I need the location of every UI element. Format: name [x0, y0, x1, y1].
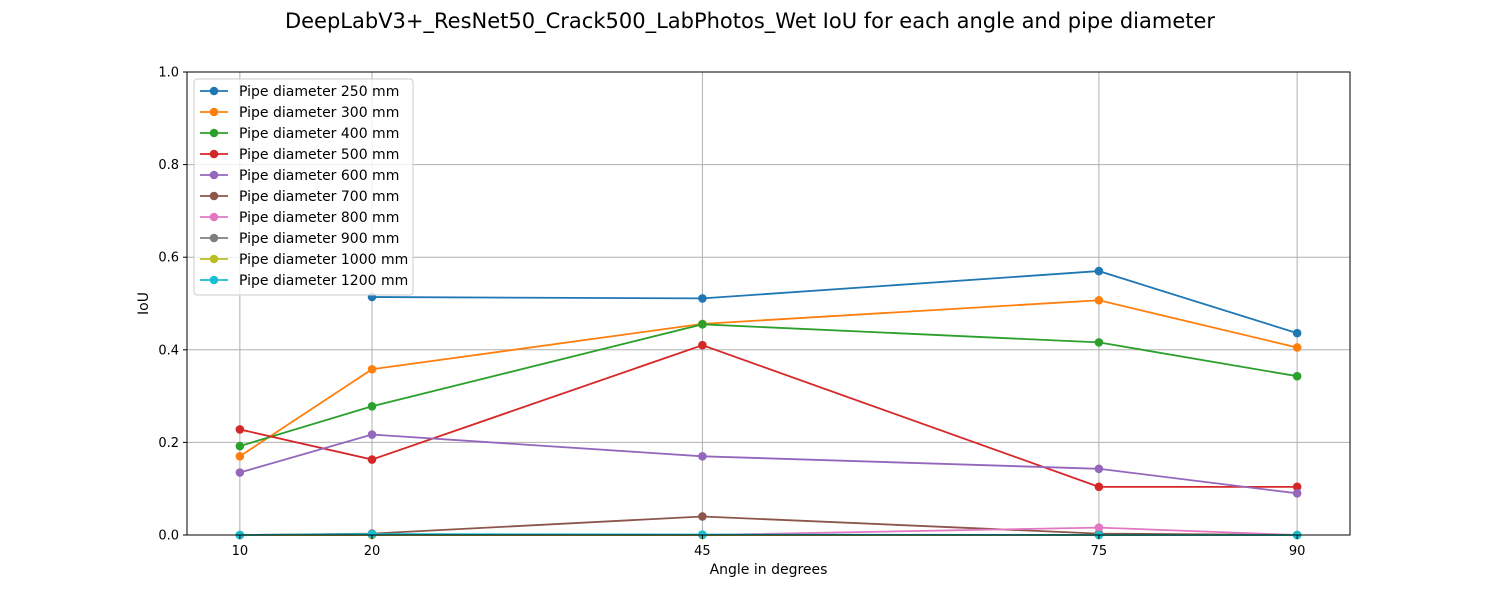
x-tick-label: 10: [232, 544, 249, 559]
y-tick-label: 0.0: [158, 529, 179, 544]
data-point: [367, 529, 377, 539]
data-point: [1094, 523, 1104, 532]
data-point: [698, 294, 707, 303]
axis-ticks: 0.0 0.2 0.4 0.6 0.8 1.0 10 20 45 75 90: [158, 66, 1305, 560]
legend-box: [193, 78, 414, 296]
series-5: [235, 430, 1302, 498]
legend-item: Pipe diameter 600 mm: [200, 168, 399, 184]
y-tick-label: 0.4: [158, 343, 179, 358]
data-point: [1094, 464, 1104, 474]
legend-label: Pipe diameter 250 mm: [239, 84, 399, 100]
series-line: [239, 299, 1298, 458]
series-line: [372, 270, 1298, 334]
x-tick-label: 20: [364, 544, 381, 559]
data-point: [698, 512, 707, 521]
legend-swatch-marker: [209, 86, 219, 96]
data-point: [235, 441, 245, 451]
y-tick-label: 0.2: [158, 436, 179, 451]
series-3: [235, 320, 1302, 451]
data-point: [235, 425, 245, 434]
data-point: [1292, 489, 1302, 498]
legend-label: Pipe diameter 900 mm: [239, 231, 399, 247]
data-point: [698, 340, 707, 350]
data-point: [235, 451, 245, 461]
data-point: [1094, 482, 1104, 492]
legend-label: Pipe diameter 1000 mm: [239, 252, 408, 268]
data-point: [1292, 343, 1302, 352]
data-point: [367, 455, 377, 464]
legend-item: Pipe diameter 1200 mm: [200, 273, 408, 289]
series-4: [235, 340, 1302, 492]
x-tick-label: 45: [694, 544, 711, 559]
legend-swatch-marker: [209, 275, 219, 285]
x-axis-label: Angle in degrees: [710, 562, 828, 578]
legend-swatch-marker: [209, 212, 219, 222]
legend-item: Pipe diameter 1000 mm: [200, 252, 408, 268]
legend-item: Pipe diameter 700 mm: [200, 189, 399, 205]
legend-swatch-marker: [209, 254, 219, 264]
data-point: [1094, 295, 1104, 305]
data-point: [1094, 266, 1104, 276]
data-point: [698, 451, 707, 461]
series-1: [367, 266, 1302, 338]
data-point: [367, 430, 377, 439]
legend-item: Pipe diameter 300 mm: [200, 105, 399, 121]
y-tick-label: 0.8: [158, 158, 179, 173]
data-point: [1094, 338, 1104, 347]
legend-swatch-marker: [209, 149, 219, 159]
x-tick-label: 75: [1091, 544, 1108, 559]
series-line: [239, 515, 1298, 536]
legend-swatch-marker: [209, 191, 219, 201]
legend: Pipe diameter 250 mm Pipe diameter 300 mm…: [193, 78, 414, 296]
legend-label: Pipe diameter 800 mm: [239, 210, 399, 226]
y-axis-label: IoU: [136, 292, 152, 315]
legend-item: Pipe diameter 400 mm: [200, 126, 399, 142]
data-point: [1292, 482, 1302, 492]
series-line: [239, 433, 1298, 495]
legend-label: Pipe diameter 600 mm: [239, 168, 399, 184]
legend-label: Pipe diameter 1200 mm: [239, 273, 408, 289]
legend-label: Pipe diameter 700 mm: [239, 189, 399, 205]
legend-swatch-marker: [209, 128, 219, 138]
data-point: [1292, 328, 1302, 338]
data-point: [235, 468, 245, 477]
legend-label: Pipe diameter 300 mm: [239, 105, 399, 121]
x-tick-label: 90: [1289, 544, 1306, 559]
legend-item: Pipe diameter 500 mm: [200, 147, 399, 163]
legend-label: Pipe diameter 500 mm: [239, 147, 399, 163]
legend-item: Pipe diameter 250 mm: [200, 84, 399, 100]
series-7: [235, 523, 1302, 540]
data-point: [367, 401, 377, 411]
plot-frame: [186, 71, 1351, 536]
legend-swatch-marker: [209, 170, 219, 180]
y-tick-label: 1.0: [158, 66, 179, 81]
legend-swatch-marker: [209, 233, 219, 243]
data-point: [367, 364, 377, 374]
chart-title: DeepLabV3+_ResNet50_Crack500_LabPhotos_W…: [285, 9, 1215, 34]
y-tick-label: 0.6: [158, 251, 179, 266]
data-point: [1292, 371, 1302, 381]
legend-swatch-marker: [209, 107, 219, 117]
legend-label: Pipe diameter 400 mm: [239, 126, 399, 142]
series-layer: [235, 266, 1302, 540]
data-point: [698, 320, 707, 329]
legend-item: Pipe diameter 900 mm: [200, 231, 399, 247]
legend-item: Pipe diameter 800 mm: [200, 210, 399, 226]
series-line: [239, 323, 1298, 447]
